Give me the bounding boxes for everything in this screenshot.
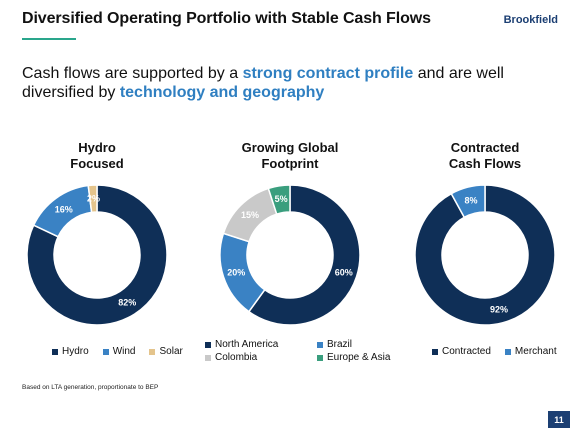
- legend-row: Contracted Merchant: [432, 345, 557, 358]
- legend-label: Contracted: [442, 346, 491, 357]
- donut-chart-geography: 60% 20% 15% 5%: [219, 184, 361, 326]
- page-number: 11: [548, 411, 570, 428]
- slice-label-north-america: 60%: [335, 267, 353, 277]
- headline-text-2: and are well diversified by: [22, 65, 504, 101]
- slice-label-brazil: 20%: [227, 267, 245, 277]
- chart-title-hydro: Hydro Focused: [17, 140, 177, 172]
- legend-label: Colombia: [215, 352, 258, 363]
- legend-swatch: [205, 341, 211, 348]
- legend-label: Solar: [159, 346, 183, 357]
- chart-title-line-2: Footprint: [261, 156, 319, 171]
- chart-title-line-2: Cash Flows: [448, 156, 522, 171]
- legend-item-hydro: Hydro: [52, 345, 89, 358]
- chart-title-line-1: Hydro: [78, 140, 116, 155]
- headline-text-1: Cash flows are supported by a: [22, 65, 243, 82]
- legend-row: North America Brazil: [205, 338, 429, 351]
- legend-swatch: [317, 354, 323, 361]
- chart-title-line-2: Focused: [70, 156, 124, 171]
- legend-label: North America: [215, 339, 279, 350]
- chart-title-line-1: Growing Global: [241, 140, 339, 155]
- legend-item-solar: Solar: [149, 345, 183, 358]
- slice-north-america: [247, 184, 361, 326]
- legend-item-colombia: Colombia: [205, 351, 317, 364]
- headline-emphasis-2: technology and geography: [119, 84, 325, 101]
- headline-emphasis-1: strong contract profile: [242, 65, 414, 82]
- slide-title: Diversified Operating Portfolio with Sta…: [22, 10, 431, 27]
- slice-label-hydro: 82%: [118, 298, 136, 308]
- legend-swatch: [149, 348, 156, 355]
- slice-merchant: [450, 184, 486, 219]
- slice-label-contracted: 92%: [490, 305, 508, 315]
- chart-title-geography: Growing Global Footprint: [210, 140, 370, 172]
- legend-row: Hydro Wind Solar: [52, 345, 183, 358]
- brand-logo: Brookfield: [503, 14, 558, 26]
- slice-solar: [87, 184, 98, 214]
- legend-swatch: [205, 354, 211, 361]
- legend-label: Wind: [112, 346, 136, 357]
- legend-contracted: Contracted Merchant: [432, 345, 557, 358]
- slice-europe-asia: [267, 184, 291, 216]
- donut-chart-hydro: 82% 16% 2%: [26, 184, 168, 326]
- slice-label-europe-asia: 5%: [275, 194, 288, 204]
- chart-title-contracted: Contracted Cash Flows: [405, 140, 565, 172]
- slice-label-solar: 2%: [87, 194, 100, 204]
- slice-hydro: [26, 184, 168, 326]
- legend-label: Hydro: [62, 346, 89, 357]
- legend-swatch: [52, 348, 58, 355]
- slice-label-colombia: 15%: [241, 210, 259, 220]
- legend-geography: North America Brazil Colombia Europe & Asia: [205, 338, 429, 364]
- legend-label: Merchant: [514, 346, 557, 357]
- chart-title-line-1: Contracted: [450, 140, 520, 155]
- title-accent-line: [22, 38, 76, 40]
- footnote: Based on LTA generation, proportionate t…: [22, 384, 159, 391]
- slice-contracted: [414, 184, 556, 326]
- donut-chart-contracted: 92% 8%: [414, 184, 556, 326]
- legend-item-contracted: Contracted: [432, 345, 491, 358]
- legend-item-north-america: North America: [205, 338, 317, 351]
- legend-item-brazil: Brazil: [317, 338, 429, 351]
- legend-row: Colombia Europe & Asia: [205, 351, 429, 364]
- legend-label: Brazil: [327, 339, 353, 350]
- slice-label-merchant: 8%: [464, 195, 477, 205]
- legend-swatch: [504, 348, 511, 355]
- slice-label-wind: 16%: [55, 204, 73, 214]
- legend-hydro: Hydro Wind Solar: [52, 345, 183, 358]
- legend-swatch: [102, 348, 109, 355]
- legend-label: Europe & Asia: [327, 352, 391, 363]
- headline: Cash flows are supported by a strong con…: [22, 64, 552, 102]
- legend-swatch: [432, 348, 438, 355]
- legend-item-wind: Wind: [102, 345, 136, 358]
- legend-item-merchant: Merchant: [504, 345, 557, 358]
- legend-swatch: [317, 341, 323, 348]
- legend-item-europe-asia: Europe & Asia: [317, 351, 429, 364]
